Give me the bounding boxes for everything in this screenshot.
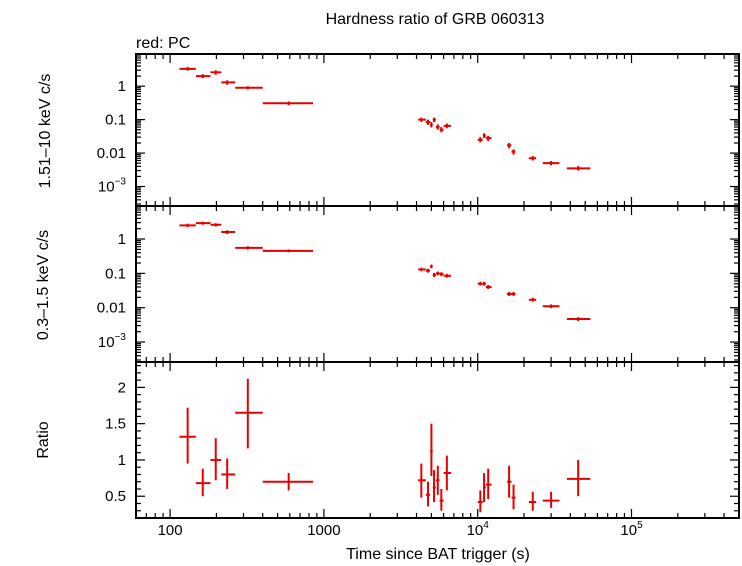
data-point — [432, 470, 436, 503]
data-point — [506, 465, 512, 498]
data-point — [485, 135, 492, 141]
data-point — [430, 121, 433, 128]
data-point — [439, 127, 444, 133]
data-point — [511, 291, 516, 296]
data-point — [542, 160, 560, 166]
x-axis-label: Time since BAT trigger (s) — [346, 546, 530, 563]
chart-title: Hardness ratio of GRB 060313 — [326, 11, 545, 28]
data-point — [443, 123, 451, 129]
panel-3 — [135, 361, 740, 519]
data-point — [485, 468, 492, 500]
data-point — [506, 291, 512, 296]
data-point — [430, 423, 433, 476]
panel-2-y-axis-label: 0.3–1.5 keV c/s — [35, 230, 52, 340]
data-point — [195, 74, 211, 79]
data-point — [179, 223, 196, 228]
y-tick-label: 2 — [118, 379, 126, 396]
x-tick-label: 105 — [620, 520, 643, 539]
data-point — [477, 137, 483, 143]
data-point — [179, 407, 196, 464]
y-tick-label: 1.5 — [105, 416, 126, 433]
data-point — [425, 268, 431, 273]
data-point — [511, 149, 516, 155]
data-point — [418, 463, 426, 498]
data-point — [262, 249, 314, 253]
data-point — [482, 473, 486, 503]
data-point — [432, 117, 436, 122]
data-point — [439, 272, 444, 277]
data-point — [235, 378, 263, 449]
data-point — [506, 143, 512, 149]
y-tick-label: 1 — [118, 78, 126, 95]
data-point — [425, 119, 431, 125]
data-point — [221, 230, 236, 234]
panel-frame — [135, 53, 740, 207]
data-point — [443, 455, 451, 491]
panel-1 — [135, 53, 740, 207]
y-tick-label: 0.01 — [97, 300, 126, 317]
data-point — [210, 70, 222, 75]
data-point — [542, 491, 560, 508]
data-point — [430, 264, 433, 269]
data-point — [235, 246, 263, 250]
data-point — [566, 166, 591, 171]
y-tick-label: 0.01 — [97, 145, 126, 162]
y-tick-label: 1 — [118, 452, 126, 469]
data-point — [511, 484, 516, 510]
data-point — [435, 124, 440, 130]
data-point — [566, 317, 591, 321]
data-point — [566, 459, 591, 497]
data-point — [210, 438, 222, 481]
x-tick-label: 104 — [467, 520, 490, 539]
panel-1-y-axis-label: 1.51–10 keV c/s — [37, 74, 54, 189]
panel-frame — [135, 205, 740, 363]
data-point — [418, 267, 426, 272]
y-tick-label: 0.5 — [105, 488, 126, 505]
data-point — [528, 155, 537, 161]
data-point — [485, 284, 492, 290]
data-point — [221, 80, 236, 85]
data-point — [542, 304, 560, 309]
panel-3-y-axis-label: Ratio — [35, 421, 52, 458]
data-point — [443, 273, 451, 278]
data-point — [482, 281, 486, 286]
data-point — [195, 221, 211, 225]
data-point — [425, 481, 431, 507]
data-point — [528, 297, 537, 302]
data-point — [221, 458, 236, 489]
data-point — [262, 473, 314, 491]
y-tick-label: 1 — [118, 231, 126, 248]
data-point — [477, 490, 483, 513]
data-point — [235, 86, 263, 90]
data-point — [195, 468, 211, 497]
y-tick-label: 0.1 — [105, 112, 126, 129]
y-tick-label: 10−3 — [98, 332, 127, 351]
chart-subtitle: red: PC — [136, 35, 190, 52]
data-point — [482, 133, 486, 139]
data-point — [432, 272, 436, 278]
y-tick-label: 0.1 — [105, 265, 126, 282]
data-point — [439, 488, 444, 511]
panel-2 — [135, 205, 740, 363]
data-point — [477, 281, 483, 286]
y-tick-label: 10−3 — [98, 177, 127, 196]
data-point — [418, 117, 426, 122]
panel-frame — [135, 361, 740, 519]
data-point — [210, 223, 222, 227]
data-point — [262, 101, 314, 106]
x-tick-label: 1000 — [307, 522, 340, 539]
data-point — [435, 271, 440, 276]
data-point — [179, 66, 196, 71]
x-tick-label: 100 — [158, 522, 183, 539]
plot-layer: 1 0.1 0.01 10−3 1 0.1 0.01 10−3 2 1.5 1 0.5 100 1000 1… — [97, 53, 740, 539]
data-point — [528, 491, 537, 511]
data-point — [435, 465, 440, 495]
